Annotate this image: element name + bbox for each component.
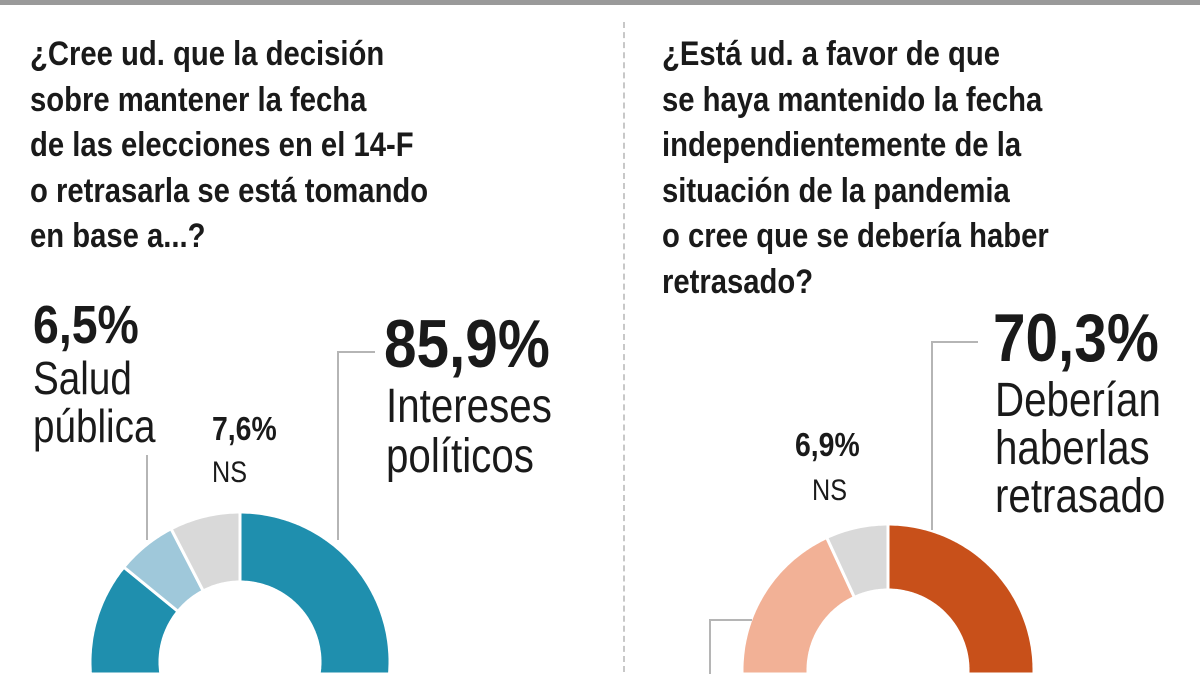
leader-line-peach (709, 619, 752, 674)
title-line: o cree que se debería haber (662, 217, 1049, 255)
label-line: políticos (386, 430, 534, 483)
leader-line-intereses (337, 351, 375, 540)
leader-line-deberian (931, 341, 978, 530)
title-line: ¿Está ud. a favor de que (662, 35, 1000, 73)
label-line: Deberían (995, 374, 1161, 427)
title-line: situación de la pandemia (662, 171, 1010, 210)
title-line: ¿Cree ud. que la decisión (30, 35, 385, 73)
top-border (0, 0, 1200, 5)
data-label-ns-left-text: NS (212, 456, 248, 489)
column-divider (623, 22, 625, 672)
data-label-intereses-value: 85,9% (384, 306, 550, 382)
data-label-salud-text: Salud pública (33, 354, 155, 450)
title-line: se haya mantenido la fecha (662, 80, 1043, 119)
data-label-ns-right-text: NS (812, 474, 848, 507)
data-label-intereses-text: Intereses políticos (386, 382, 552, 482)
title-line: o retrasarla se está tomando (30, 171, 429, 210)
title-line: en base a...? (30, 217, 206, 255)
title-line: sobre mantener la fecha (30, 80, 367, 119)
chart-title-right: ¿Está ud. a favor de que se haya manteni… (662, 32, 1049, 305)
title-line: de las elecciones en el 14-F (30, 126, 414, 164)
title-line: independientemente de la (662, 126, 1022, 164)
label-line: retrasado (995, 470, 1166, 523)
data-label-deberian-text: Deberían haberlas retrasado (995, 377, 1165, 521)
data-label-deberian-value: 70,3% (993, 300, 1159, 376)
chart-title-left: ¿Cree ud. que la decisión sobre mantener… (30, 32, 428, 260)
data-label-salud-value: 6,5% (33, 295, 139, 355)
donut-slice-ns (825, 522, 890, 599)
label-line: pública (33, 400, 156, 452)
data-label-ns-right-value: 6,9% (795, 426, 860, 463)
label-line: haberlas (995, 422, 1150, 475)
title-line: retrasado? (662, 262, 814, 301)
data-label-ns-left-value: 7,6% (212, 410, 277, 447)
donut-chart-right (740, 522, 1036, 675)
label-line: Salud (33, 352, 132, 404)
donut-chart-left (88, 510, 392, 675)
label-line: Intereses (386, 380, 552, 433)
donut-slice-ns (169, 510, 242, 593)
